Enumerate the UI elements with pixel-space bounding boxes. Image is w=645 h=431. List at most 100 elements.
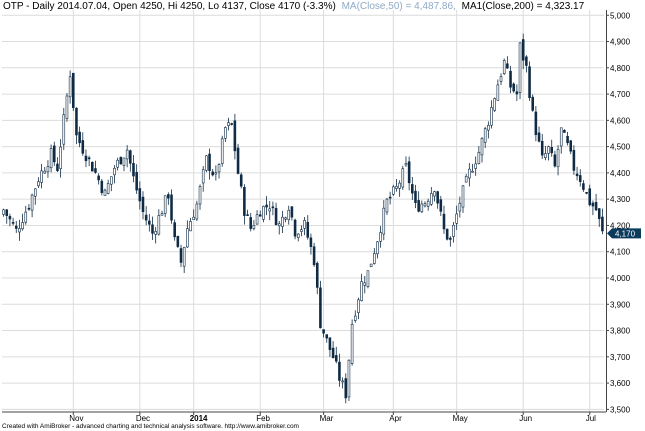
x-axis: Nov Dec 2014 Feb Mar Apr May Jun Jul: [69, 412, 596, 423]
candle-body-down: [151, 224, 154, 234]
candle: [455, 205, 458, 230]
candle-body-up: [189, 221, 192, 232]
candle: [59, 139, 62, 178]
candle-body-up: [464, 175, 468, 183]
candle-body-down: [331, 347, 335, 359]
candle-body-down: [5, 209, 9, 216]
candle-body-down: [537, 132, 541, 142]
candle-body-up: [366, 270, 370, 287]
candle: [515, 84, 519, 101]
candle-body-up: [220, 138, 224, 164]
candle: [201, 166, 205, 192]
candle-body-down: [563, 130, 566, 133]
candle-body-down: [442, 213, 446, 230]
candle-body-up: [373, 253, 376, 264]
candle-body-up: [224, 127, 227, 139]
candle-body-up: [18, 228, 21, 233]
candle: [483, 126, 487, 148]
candle: [464, 173, 468, 183]
candle: [525, 55, 528, 73]
x-tick-label: Apr: [389, 414, 402, 423]
candle-body-down: [588, 188, 592, 206]
candle: [439, 195, 443, 216]
candle-body-up: [379, 232, 382, 242]
candle: [208, 148, 211, 180]
candle: [138, 181, 142, 210]
candle-body-up: [24, 211, 28, 223]
candle: [591, 200, 595, 216]
candle: [328, 337, 332, 357]
candle-body-down: [531, 96, 534, 111]
candle-body-down: [14, 225, 18, 229]
candle: [334, 346, 338, 364]
candle-body-down: [144, 214, 148, 221]
candle: [306, 215, 310, 240]
header-ma200: MA1(Close,200) = 4,323.17: [462, 1, 585, 12]
candle-body-up: [62, 114, 66, 145]
candle-body-up: [471, 170, 474, 173]
candle-body-up: [353, 315, 357, 321]
candle: [154, 227, 157, 244]
candle-body-down: [84, 155, 88, 162]
candle-body-up: [296, 233, 300, 238]
candle-body-up: [490, 107, 493, 126]
candle-body-down: [309, 237, 313, 248]
candle: [582, 180, 585, 192]
candle: [461, 184, 465, 213]
candle: [518, 41, 522, 100]
candle-body-up: [426, 200, 430, 207]
y-tick-label: 3,800: [610, 327, 631, 336]
candle: [49, 144, 53, 173]
candle-body-up: [502, 60, 506, 74]
y-tick-label: 4,400: [610, 169, 631, 178]
candle: [281, 210, 284, 234]
candle: [14, 220, 18, 233]
candle-body-down: [601, 216, 604, 232]
candle-body-down: [572, 149, 576, 171]
candle-body-down: [591, 202, 595, 207]
candle-body-down: [521, 39, 525, 61]
candle: [125, 145, 129, 168]
candle-body-down: [167, 194, 170, 199]
candle: [417, 191, 420, 213]
candle-body-down: [439, 199, 443, 212]
candle-body-down: [236, 147, 240, 174]
candle-body-up: [303, 220, 306, 229]
candle: [363, 275, 367, 294]
candle: [544, 145, 547, 161]
y-tick-label: 4,700: [610, 90, 631, 99]
x-tick-label: Dec: [136, 414, 150, 423]
candle-body-down: [306, 221, 310, 238]
candle-body-down: [594, 201, 598, 211]
candle-body-down: [315, 262, 319, 288]
candle: [312, 242, 316, 267]
candle-body-down: [534, 111, 538, 136]
candle: [588, 184, 592, 207]
candle: [585, 192, 588, 195]
candle-body-up: [2, 209, 5, 215]
candle: [521, 33, 525, 70]
candle: [195, 200, 199, 222]
last-price-label: 4,170: [607, 228, 641, 239]
candle: [382, 200, 386, 241]
candle-body-down: [585, 192, 588, 194]
candle: [205, 154, 208, 173]
candle-body-up: [433, 191, 436, 197]
candle-body-up: [40, 170, 43, 183]
candle-body-down: [129, 150, 132, 164]
candle-body-down: [141, 196, 145, 213]
candle-body-up: [186, 228, 189, 248]
candle-body-down: [578, 175, 582, 182]
candle-body-down: [436, 191, 439, 204]
candle: [230, 122, 233, 126]
candle: [249, 213, 253, 232]
x-tick-label: Mar: [320, 414, 334, 423]
candle-body-up: [477, 151, 481, 164]
candle-body-up: [559, 127, 563, 147]
candle: [186, 220, 189, 248]
candle: [357, 297, 360, 320]
candle: [119, 156, 123, 165]
candle: [217, 163, 221, 179]
candle: [559, 127, 563, 154]
candle: [11, 217, 15, 226]
